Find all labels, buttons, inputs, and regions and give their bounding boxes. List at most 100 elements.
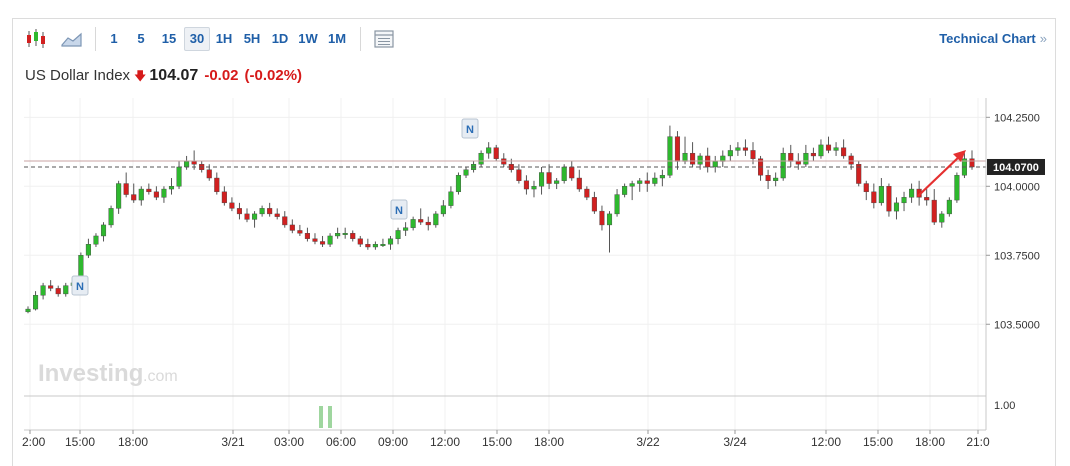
interval-15-button[interactable]: 15 xyxy=(161,31,177,46)
candle-down xyxy=(516,169,522,181)
news-marker-label: N xyxy=(76,281,84,293)
interval-5h-button[interactable]: 5H xyxy=(243,31,261,46)
candle-up xyxy=(33,295,39,310)
candle-up xyxy=(40,285,46,296)
x-tick-label: 12:00 xyxy=(430,435,460,449)
news-marker-label: N xyxy=(395,205,403,217)
interval-1w-button[interactable]: 1W xyxy=(298,31,318,46)
candlestick-chart-icon[interactable] xyxy=(23,26,49,52)
candle-down xyxy=(312,238,318,242)
candle-up xyxy=(138,188,144,201)
x-tick-label: 09:00 xyxy=(378,435,408,449)
candle-down xyxy=(810,152,816,157)
instrument-name: US Dollar Index xyxy=(25,67,131,84)
chart-widget: 1 5 15 30 1H 5H 1D 1W 1M Technical Chart… xyxy=(12,18,1056,466)
candle-down xyxy=(350,233,356,239)
last-price-badge xyxy=(987,158,1045,175)
candle-up xyxy=(606,213,613,226)
quote-header: US Dollar Index 🡇 104.07 -0.02 (-0.02%) xyxy=(25,67,302,88)
candle-up xyxy=(478,152,484,165)
candle-up xyxy=(637,180,643,184)
candle-down xyxy=(765,175,771,181)
candle-down xyxy=(244,213,250,220)
candle-down xyxy=(871,191,877,204)
candle-up xyxy=(939,213,945,223)
chart-overlays: Investing .com 104.0700 N N N xyxy=(24,118,1045,428)
candlestick-series xyxy=(25,125,975,314)
candle-up xyxy=(455,175,462,193)
candle-down xyxy=(848,155,854,165)
candle-up xyxy=(538,172,545,187)
x-tick-label: 12:00 xyxy=(811,435,841,449)
chart-toolbar: 1 5 15 30 1H 5H 1D 1W 1M Technical Chart… xyxy=(13,19,1055,57)
candle-up xyxy=(833,147,839,151)
interval-1h-button[interactable]: 1H xyxy=(215,31,233,46)
candle-down xyxy=(425,221,431,226)
candle-up xyxy=(380,244,386,246)
candle-down xyxy=(690,152,696,165)
watermark-brand: Investing xyxy=(38,360,143,387)
candle-down xyxy=(191,161,197,165)
candle-up xyxy=(901,197,907,204)
candle-up xyxy=(184,161,190,168)
x-tick-label: 18:00 xyxy=(915,435,945,449)
candle-down xyxy=(863,183,869,193)
candle-up xyxy=(893,202,900,212)
candle-down xyxy=(214,177,220,193)
area-chart-icon[interactable] xyxy=(59,26,85,52)
candle-up xyxy=(161,188,167,198)
y-tick-label: 104.0000 xyxy=(994,181,1040,193)
candle-up xyxy=(93,235,99,245)
watermark-suffix: .com xyxy=(143,368,178,385)
last-price: 104.07 xyxy=(149,67,199,84)
candle-up xyxy=(667,136,673,176)
candle-up xyxy=(659,175,665,179)
candle-down xyxy=(146,188,152,193)
interval-5-button[interactable]: 5 xyxy=(137,31,145,46)
candle-up xyxy=(387,238,394,245)
news-marker xyxy=(71,275,89,296)
candle-down xyxy=(795,161,801,165)
candle-up xyxy=(176,166,182,187)
candle-up xyxy=(561,166,567,181)
candle-down xyxy=(236,208,242,215)
candle-up xyxy=(735,147,741,151)
x-tick-label: 15:00 xyxy=(65,435,95,449)
candle-down xyxy=(365,244,371,248)
candle-up xyxy=(486,147,492,154)
candle-down xyxy=(221,191,227,204)
candle-down xyxy=(825,144,832,151)
arrow-down-icon: 🡇 xyxy=(134,69,147,83)
candle-up xyxy=(954,175,960,201)
x-tick-label: 06:00 xyxy=(326,435,356,449)
candle-up xyxy=(25,308,31,313)
technical-chart-link[interactable]: Technical Chart» xyxy=(939,31,1047,46)
x-tick-label: 18:00 xyxy=(534,435,564,449)
price-change-percent: (-0.02%) xyxy=(244,67,303,84)
candle-up xyxy=(682,152,688,162)
x-tick-label: 15:00 xyxy=(863,435,893,449)
interval-1-button[interactable]: 1 xyxy=(110,31,118,46)
candle-up xyxy=(946,199,952,215)
candle-down xyxy=(48,285,54,289)
interval-1m-button[interactable]: 1M xyxy=(327,31,347,46)
candle-down xyxy=(523,180,529,190)
interval-1d-button[interactable]: 1D xyxy=(271,31,289,46)
technical-chart-label: Technical Chart xyxy=(939,31,1036,46)
x-tick-label: 2:00 xyxy=(22,435,46,449)
trend-arrow-line xyxy=(917,154,962,197)
candle-up xyxy=(108,208,114,226)
candle-up xyxy=(554,180,560,184)
price-change: -0.02 xyxy=(204,67,239,84)
candle-up xyxy=(63,285,69,295)
candle-down xyxy=(357,238,363,245)
table-view-icon[interactable] xyxy=(371,26,397,52)
candle-down xyxy=(289,224,295,231)
candle-down xyxy=(584,188,590,198)
interval-30-button[interactable]: 30 xyxy=(184,27,210,51)
candle-up xyxy=(803,152,809,165)
candle-down xyxy=(546,172,552,184)
candle-down xyxy=(591,197,597,212)
candle-up xyxy=(85,244,91,256)
